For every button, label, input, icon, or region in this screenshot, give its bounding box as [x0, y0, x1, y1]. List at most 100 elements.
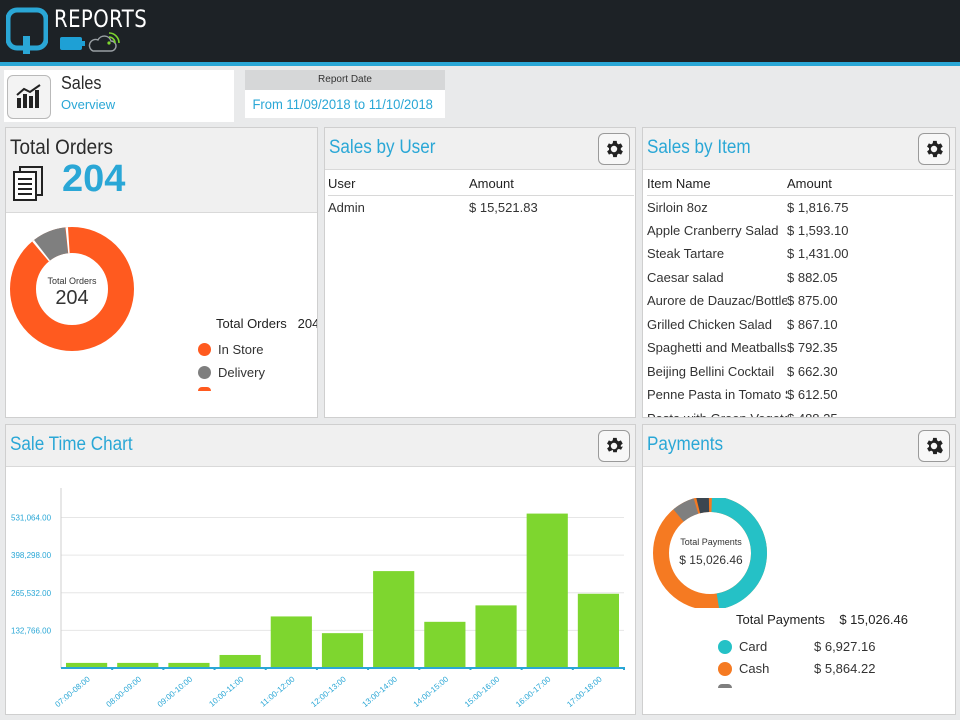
bar-09:00-10:00: [168, 662, 210, 668]
sale-time-chart-header: Sale Time Chart: [6, 425, 635, 467]
donut-segment-card: [653, 498, 767, 608]
cloud-wifi-icon: [88, 32, 120, 52]
sales-by-user-settings-button[interactable]: [598, 133, 630, 165]
table-row[interactable]: Spaghetti and Meatballs $ 792.35: [647, 336, 953, 360]
x-tick-label: 08:00-09:00: [105, 674, 144, 709]
x-tick-label: 16:00-17:00: [514, 674, 553, 709]
gear-icon: [927, 140, 943, 158]
table-row[interactable]: Sirloin 8oz $ 1,816.75: [647, 195, 953, 219]
table-row[interactable]: Pasta with Green Vegeta...$ 488.25: [647, 407, 953, 417]
delivery-dot-icon: [198, 366, 211, 379]
amount-cell: $ 15,521.83: [469, 199, 538, 215]
battery-icon: [60, 37, 85, 50]
amount-cell: $ 875.00: [787, 293, 838, 309]
legend-item-in-store[interactable]: In Store: [198, 342, 264, 357]
table-row[interactable]: Grilled Chicken Salad $ 867.10: [647, 313, 953, 337]
sales-chart-icon[interactable]: [7, 75, 51, 119]
cash-dot-icon: [718, 661, 732, 676]
top-bar: REPORTS: [0, 0, 960, 62]
orders-donut-chart: [10, 227, 134, 351]
column-header: User: [328, 173, 469, 196]
sales-by-item-table: Item Name Amount Sirloin 8oz $ 1,816.75 A…: [647, 173, 953, 417]
table-row[interactable]: Admin $ 15,521.83: [328, 195, 634, 219]
page-subtitle[interactable]: Overview: [61, 97, 116, 112]
bar-14:00-15:00: [424, 621, 466, 668]
amount-cell: $ 488.25: [787, 407, 953, 417]
sales-by-user-table: User Amount Admin $ 15,521.83: [328, 173, 634, 219]
payments-legend-total-label: Total Payments: [736, 612, 825, 627]
amount-cell: $ 1,593.10: [787, 222, 849, 238]
x-tick-label: 11:00-12:00: [259, 674, 297, 708]
amount-cell: $ 792.35: [787, 340, 838, 356]
x-tick-label: 13:00-14:00: [360, 674, 399, 709]
x-tick-label: 15:00-16:00: [463, 674, 502, 709]
sales-by-user-card: Sales by User User Amount Admin $ 15,521…: [324, 127, 636, 418]
item-name-cell: Beijing Bellini Cocktail: [647, 363, 775, 379]
total-orders-value: 204: [62, 158, 126, 200]
legend-item-card[interactable]: Card $ 6,927.16: [718, 639, 938, 654]
card-dot-icon: [718, 639, 732, 654]
item-name-cell: Sirloin 8oz: [647, 199, 708, 215]
report-date-value[interactable]: From 11/09/2018 to 11/10/2018: [252, 96, 433, 112]
total-orders-title: Total Orders: [10, 136, 113, 159]
amount-cell: $ 1,431.00: [787, 246, 849, 262]
user-cell: Admin: [328, 199, 365, 215]
item-name-cell: Caesar salad: [647, 269, 724, 285]
legend-label: In Store: [218, 342, 264, 357]
x-tick-label: 12:00-13:00: [309, 674, 348, 709]
legend-item-partial: [718, 684, 732, 688]
bar-10:00-11:00: [219, 654, 261, 668]
legend-item-partial: [198, 387, 211, 391]
table-row[interactable]: Steak Tartare $ 1,431.00: [647, 242, 953, 266]
payments-legend-total-value: $ 15,026.46: [839, 612, 909, 627]
app-logo-icon: [6, 7, 48, 54]
bar-13:00-14:00: [373, 571, 415, 668]
sale-time-chart-settings-button[interactable]: [598, 430, 630, 462]
bar-12:00-13:00: [321, 633, 364, 668]
x-tick-label: 10:00-11:00: [207, 674, 245, 708]
sales-by-user-title: Sales by User: [329, 137, 436, 158]
x-tick-label: 09:00-10:00: [156, 674, 195, 709]
donut-segment-other: [653, 498, 767, 608]
report-date-box[interactable]: Report Date From 11/09/2018 to 11/10/201…: [245, 70, 445, 118]
column-header: Amount: [787, 173, 953, 196]
item-name-cell: Pasta with Green Vegeta...: [647, 407, 787, 417]
item-name-cell: Steak Tartare: [647, 246, 725, 262]
subheader: Sales Overview Report Date From 11/09/20…: [0, 66, 960, 122]
amount-cell: $ 882.05: [787, 269, 838, 285]
table-header-row: User Amount: [328, 173, 634, 196]
sales-by-user-header: Sales by User: [325, 128, 635, 170]
item-name-cell: Penne Pasta in Tomato S...: [647, 387, 787, 403]
legend-label: Cash: [739, 661, 770, 676]
bar-17:00-18:00: [577, 593, 619, 668]
bar-08:00-09:00: [117, 662, 159, 668]
y-tick-label: 531,064.00: [11, 514, 52, 523]
payments-donut-value: $ 15,026.46: [679, 553, 743, 567]
orders-legend-total-value: 204: [297, 316, 318, 331]
bar-11:00-12:00: [270, 616, 312, 668]
sales-by-item-card: Sales by Item Item Name Amount Sirloin 8…: [642, 127, 956, 418]
x-tick-label: 14:00-15:00: [412, 674, 451, 709]
legend-item-cash[interactable]: Cash $ 5,864.22: [718, 661, 938, 676]
payments-donut-label: Total Payments: [680, 537, 742, 547]
x-tick-label: 17:00-18:00: [565, 674, 604, 709]
column-header: Item Name: [647, 173, 787, 196]
table-row[interactable]: Beijing Bellini Cocktail $ 662.30: [647, 360, 953, 384]
sales-by-item-settings-button[interactable]: [918, 133, 950, 165]
table-row[interactable]: Caesar salad $ 882.05: [647, 266, 953, 290]
legend-value: $ 5,864.22: [814, 661, 876, 676]
y-tick-label: 398,298.00: [11, 551, 52, 560]
report-date-label: Report Date: [245, 70, 445, 90]
bar-15:00-16:00: [475, 605, 517, 668]
amount-cell: $ 867.10: [787, 316, 838, 332]
table-row[interactable]: Penne Pasta in Tomato S...$ 612.50: [647, 383, 953, 407]
legend-item-delivery[interactable]: Delivery: [198, 365, 265, 380]
gear-icon: [607, 140, 623, 158]
table-row[interactable]: Apple Cranberry Salad $ 1,593.10: [647, 219, 953, 243]
table-header-row: Item Name Amount: [647, 173, 953, 196]
item-name-cell: Spaghetti and Meatballs: [647, 340, 787, 356]
documents-icon: [13, 166, 43, 201]
table-row[interactable]: Aurore de Dauzac/Bottle $ 875.00: [647, 289, 953, 313]
payments-settings-button[interactable]: [918, 430, 950, 462]
total-orders-header: Total Orders 204: [6, 128, 317, 213]
